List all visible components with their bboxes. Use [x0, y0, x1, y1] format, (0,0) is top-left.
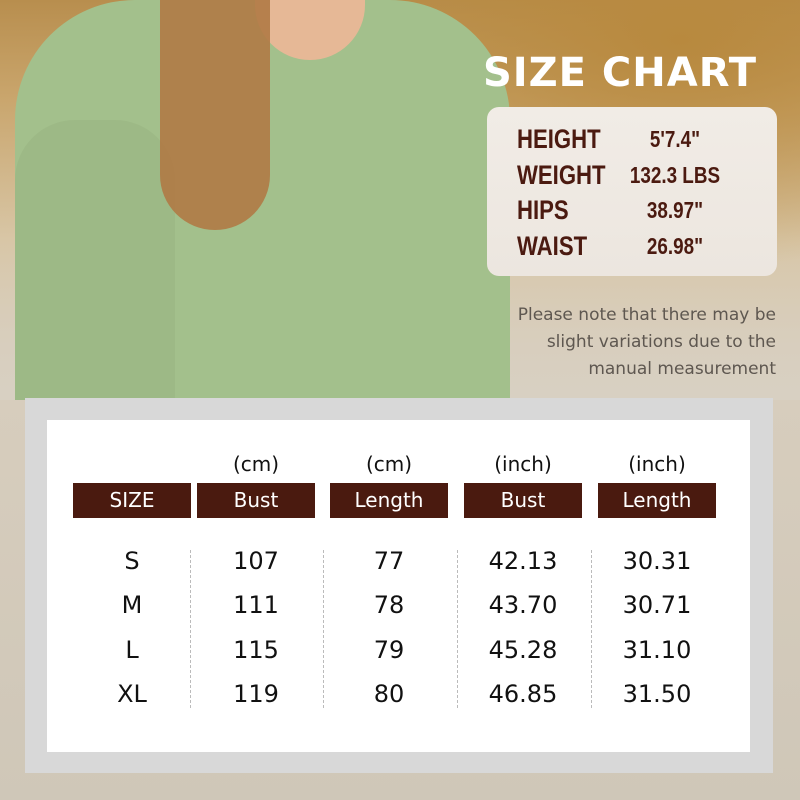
table-cell: 107 [233, 547, 279, 575]
table-cell: 80 [373, 680, 405, 708]
model-measurements-card: HEIGHT 5'7.4" WEIGHT 132.3 LBS HIPS 38.97" … [487, 107, 777, 276]
sweater-sleeve [15, 120, 175, 400]
unit-label: (cm) [365, 452, 413, 476]
model-hair [160, 0, 270, 230]
column-header: Bust [464, 483, 582, 518]
column-header: Length [330, 483, 448, 518]
unit-label: (cm) [232, 452, 280, 476]
measurement-row: WAIST 26.98" [517, 229, 722, 263]
table-cell: S [124, 547, 140, 575]
table-cell: 43.70 [488, 591, 558, 619]
table-cell: 119 [233, 680, 279, 708]
column-header: Bust [197, 483, 315, 518]
table-cell: 78 [373, 591, 405, 619]
unit-label: (inch) [494, 452, 552, 476]
measurement-value: 132.3 LBS [629, 161, 721, 188]
table-cell: 77 [373, 547, 405, 575]
table-cell: 31.10 [622, 636, 692, 664]
table-cell: 115 [233, 636, 279, 664]
table-cell: L [125, 636, 139, 664]
table-cell: XL [117, 680, 147, 708]
measurement-note: Please note that there may be slight var… [517, 305, 776, 379]
measurement-label: WEIGHT [517, 159, 606, 190]
table-cell: 45.28 [488, 636, 558, 664]
column-divider [591, 550, 592, 708]
column-header: SIZE [73, 483, 191, 518]
measurement-value: 38.97" [646, 196, 704, 223]
column-divider [190, 550, 191, 708]
table-cell: 79 [373, 636, 405, 664]
table-cell: 30.31 [622, 547, 692, 575]
column-divider [323, 550, 324, 708]
measurement-label: HEIGHT [517, 123, 601, 154]
table-cell: 30.71 [622, 591, 692, 619]
measurement-row: WEIGHT 132.3 LBS [517, 158, 722, 192]
table-cell: 42.13 [488, 547, 558, 575]
table-cell: M [121, 591, 143, 619]
column-header: Length [598, 483, 716, 518]
size-table-card [47, 420, 750, 752]
table-cell: 31.50 [622, 680, 692, 708]
unit-label: (inch) [628, 452, 686, 476]
column-divider [457, 550, 458, 708]
measurement-row: HIPS 38.97" [517, 193, 722, 227]
table-cell: 111 [233, 591, 279, 619]
table-cell: 46.85 [488, 680, 558, 708]
measurement-value: 26.98" [646, 232, 704, 259]
measurement-row: HEIGHT 5'7.4" [517, 122, 722, 156]
measurement-value: 5'7.4" [649, 125, 701, 152]
page-title: SIZE CHART [482, 50, 758, 96]
measurement-label: WAIST [517, 230, 588, 261]
measurement-label: HIPS [517, 194, 569, 225]
